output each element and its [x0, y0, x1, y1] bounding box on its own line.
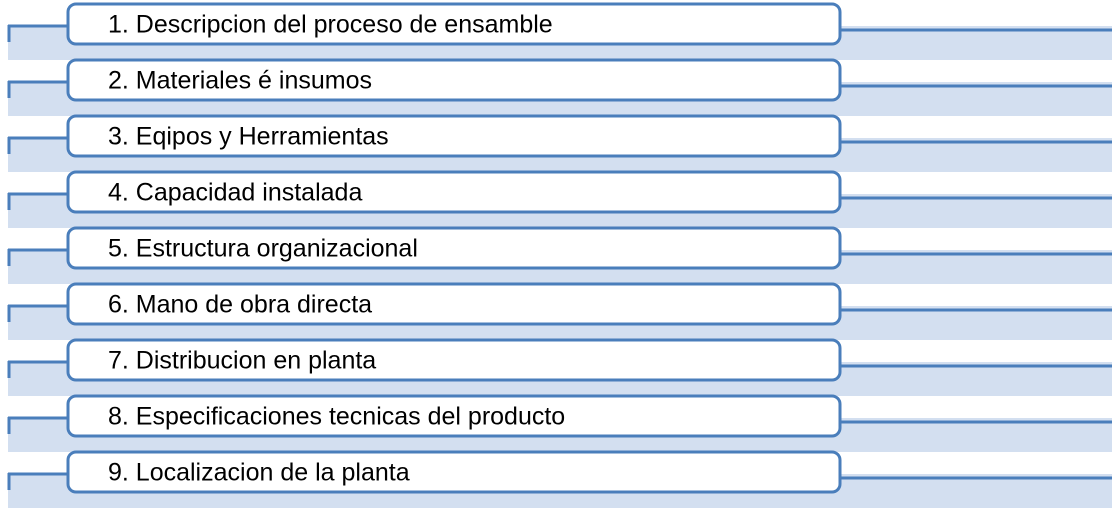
item-label: 7. Distribucion en planta: [108, 347, 376, 375]
item-label: 4. Capacidad instalada: [108, 179, 362, 207]
item-label: 6. Mano de obra directa: [108, 291, 372, 319]
item-box: [66, 226, 842, 270]
item-label: 8. Especificaciones tecnicas del product…: [108, 403, 565, 431]
item-box: [66, 58, 842, 102]
item-box: [66, 394, 842, 438]
item-label: 2. Materiales é insumos: [108, 67, 372, 95]
item-box: [66, 2, 842, 46]
item-box: [66, 170, 842, 214]
item-box: [66, 282, 842, 326]
item-label: 5. Estructura organizacional: [108, 235, 418, 263]
item-box: [66, 450, 842, 494]
item-label: 1. Descripcion del proceso de ensamble: [108, 11, 553, 39]
item-label: 9. Localizacion de la planta: [108, 459, 410, 487]
item-box: [66, 338, 842, 382]
item-label: 3. Eqipos y Herramientas: [108, 123, 389, 151]
item-box: [66, 114, 842, 158]
